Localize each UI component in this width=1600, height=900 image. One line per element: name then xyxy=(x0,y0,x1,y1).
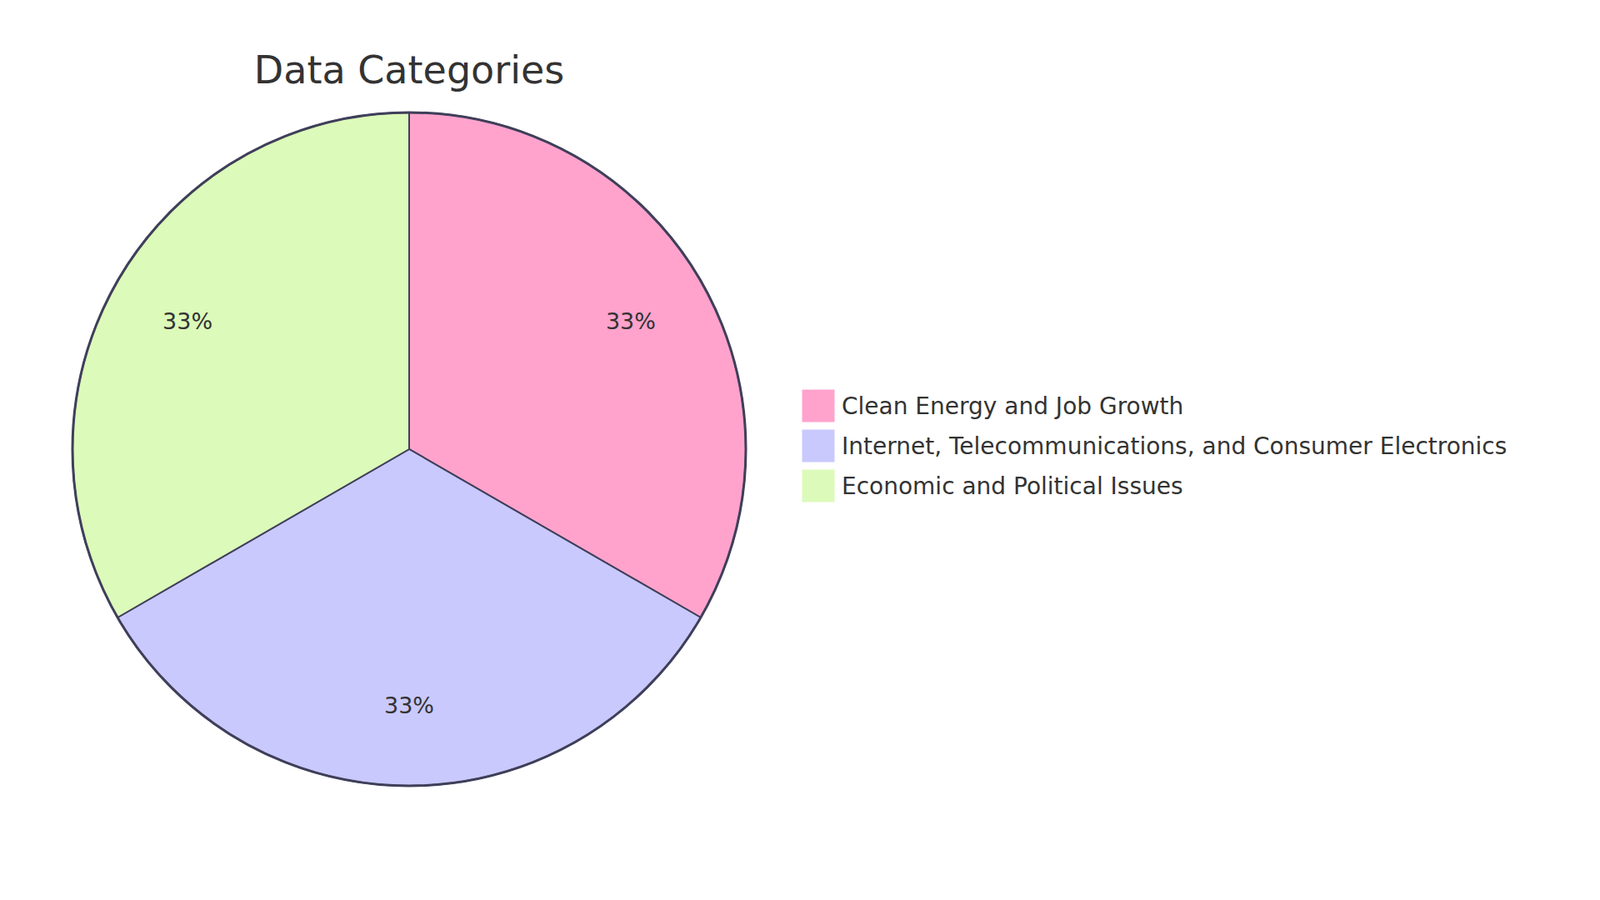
legend-swatch xyxy=(801,429,835,463)
data-label: 33% xyxy=(162,308,213,335)
legend: Clean Energy and Job Growth Internet, Tel… xyxy=(801,389,1507,503)
pie-outline xyxy=(72,112,746,786)
legend-swatch xyxy=(801,469,835,503)
data-label: 33% xyxy=(605,308,656,335)
pie-slice xyxy=(72,112,410,618)
legend-swatch xyxy=(801,389,835,423)
legend-label: Internet, Telecommunications, and Consum… xyxy=(841,432,1507,460)
legend-label: Economic and Political Issues xyxy=(841,472,1184,500)
legend-item: Clean Energy and Job Growth xyxy=(801,389,1184,423)
data-label: 33% xyxy=(384,692,435,719)
legend-item: Internet, Telecommunications, and Consum… xyxy=(801,429,1507,463)
legend-label: Clean Energy and Job Growth xyxy=(841,392,1184,420)
chart-title: Data Categories xyxy=(254,47,565,93)
legend-item: Economic and Political Issues xyxy=(801,469,1184,503)
pie: 33% 33% 33% xyxy=(72,112,746,786)
